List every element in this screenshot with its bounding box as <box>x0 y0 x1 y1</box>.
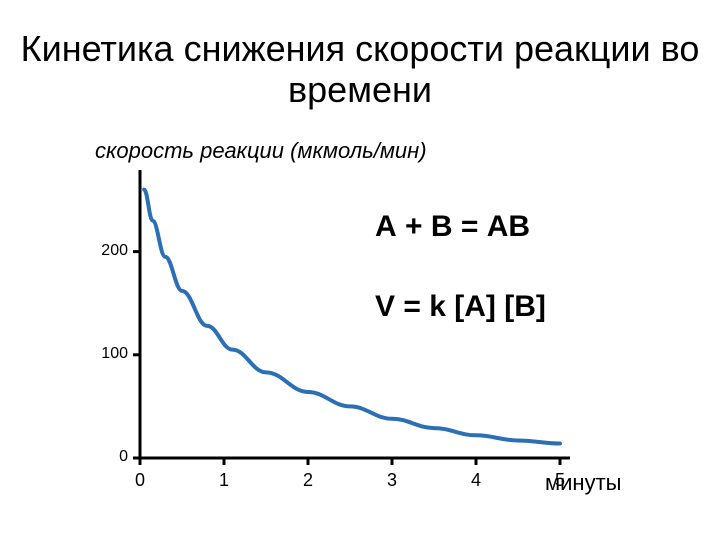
decay-curve <box>144 190 560 444</box>
x-tick-label: 3 <box>380 470 404 491</box>
x-tick-label: 0 <box>128 470 152 491</box>
x-tick-label: 5 <box>548 470 572 491</box>
y-tick-label: 0 <box>88 448 128 466</box>
y-tick-label: 200 <box>88 242 128 260</box>
y-tick-label: 100 <box>88 345 128 363</box>
x-tick-label: 2 <box>296 470 320 491</box>
x-tick-label: 4 <box>464 470 488 491</box>
x-tick-label: 1 <box>212 470 236 491</box>
